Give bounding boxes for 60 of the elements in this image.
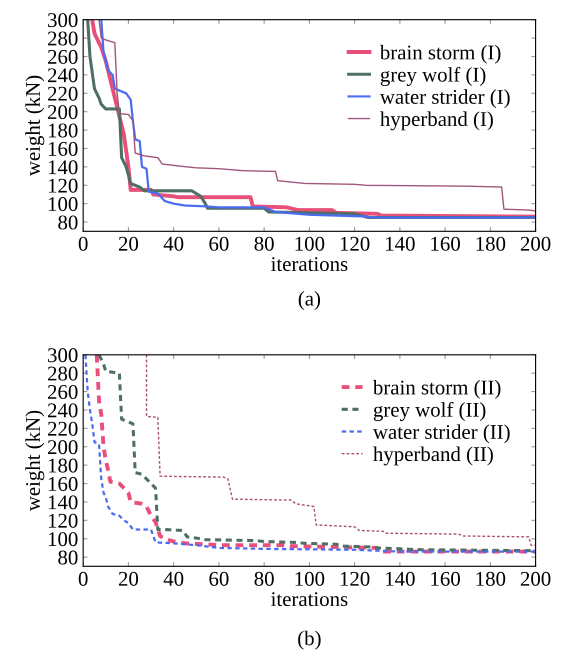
x-tick-label: 120 <box>340 236 370 251</box>
x-tick-label: 140 <box>386 572 415 586</box>
x-tick-label: 0 <box>78 236 88 251</box>
x-tick-label: 180 <box>476 236 506 251</box>
y-axis-title: weight (kN) <box>25 76 44 176</box>
y-tick-label: 160 <box>48 476 78 491</box>
y-tick-label: 180 <box>48 123 78 138</box>
y-tick-label: 120 <box>48 178 78 193</box>
y-tick-label: 200 <box>48 440 78 454</box>
legend-label: water strider (II) <box>372 424 510 444</box>
legend-label: brain storm (I) <box>380 44 500 64</box>
y-tick-label: 120 <box>48 514 78 528</box>
y-tick-label: 100 <box>48 197 78 212</box>
x-tick-label: 80 <box>254 572 274 586</box>
y-tick-label: 280 <box>48 366 78 381</box>
x-tick-label: 40 <box>164 236 184 251</box>
y-tick-label: 160 <box>48 142 78 156</box>
y-tick-label: 260 <box>48 384 78 400</box>
x-tick-label: 20 <box>118 236 138 251</box>
text: (b) <box>298 630 321 650</box>
x-axis-title: iterations <box>271 592 348 606</box>
legend-label: water strider (I) <box>380 89 510 108</box>
x-tick-label: 60 <box>209 236 229 251</box>
x-tick-label: 160 <box>431 572 460 586</box>
legend-label: brain storm (II) <box>372 380 500 399</box>
y-tick-label: 240 <box>48 403 78 418</box>
y-tick-label: 300 <box>48 13 78 28</box>
x-tick-label: 140 <box>386 236 415 251</box>
x-tick-label: 100 <box>296 572 324 586</box>
x-tick-label: 60 <box>209 572 229 586</box>
y-tick-label: 260 <box>48 50 78 64</box>
y-tick-label: 180 <box>48 458 78 473</box>
x-tick-label: 40 <box>164 572 184 586</box>
text: (a) <box>298 291 320 310</box>
x-tick-label: 200 <box>520 236 550 251</box>
y-tick-label: 280 <box>48 31 78 46</box>
y-tick-label: 140 <box>48 495 78 510</box>
legend-label: hyperband (II) <box>373 446 493 466</box>
y-tick-label: 100 <box>48 532 78 546</box>
y-tick-label: 80 <box>58 215 78 230</box>
legend-label: hyperband (I) <box>380 111 493 130</box>
y-tick-label: 200 <box>48 105 78 120</box>
y-tick-label: 140 <box>48 160 78 174</box>
x-tick-label: 100 <box>296 236 324 251</box>
x-tick-label: 80 <box>254 236 274 251</box>
x-tick-label: 200 <box>520 572 550 586</box>
x-tick-label: 160 <box>431 236 460 251</box>
x-axis-title: iterations <box>271 257 348 272</box>
x-tick-label: 180 <box>476 572 506 586</box>
legend-label: grey wolf (I) <box>380 66 486 86</box>
y-tick-label: 240 <box>48 68 78 82</box>
y-tick-label: 220 <box>48 86 78 101</box>
x-tick-label: 0 <box>78 572 88 586</box>
x-tick-label: 20 <box>118 572 138 586</box>
y-tick-label: 80 <box>58 550 78 565</box>
y-axis-title: weight (kN) <box>25 410 44 512</box>
y-tick-label: 300 <box>48 348 78 362</box>
legend-label: grey wolf (II) <box>374 402 486 422</box>
x-tick-label: 120 <box>340 572 370 586</box>
y-tick-label: 220 <box>48 422 78 436</box>
